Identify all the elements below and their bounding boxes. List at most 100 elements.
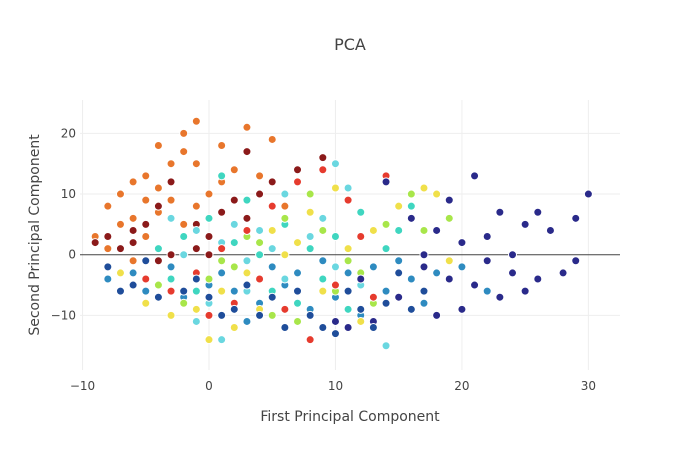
scatter-point: [457, 262, 467, 272]
scatter-point: [470, 280, 480, 290]
scatter-point: [229, 286, 239, 296]
x-axis-title: First Principal Component: [260, 409, 440, 425]
scatter-point: [318, 165, 328, 175]
scatter-point: [267, 244, 277, 254]
scatter-point: [343, 195, 353, 205]
scatter-point: [356, 232, 366, 242]
scatter-point: [381, 286, 391, 296]
scatter-point: [343, 304, 353, 314]
y-axis-ticks: −10 0 10 20: [51, 126, 76, 322]
scatter-point: [153, 201, 163, 211]
scatter-point: [166, 213, 176, 223]
scatter-point: [444, 213, 454, 223]
scatter-point: [229, 195, 239, 205]
scatter-point: [141, 232, 151, 242]
scatter-point: [179, 298, 189, 308]
scatter-point: [432, 189, 442, 199]
scatter-point: [482, 286, 492, 296]
scatter-point: [406, 304, 416, 314]
scatter-point: [217, 256, 227, 266]
scatter-point: [115, 219, 125, 229]
scatter-point: [191, 159, 201, 169]
scatter-point: [166, 310, 176, 320]
scatter-point: [217, 207, 227, 217]
scatter-point: [255, 310, 265, 320]
scatter-point: [495, 207, 505, 217]
scatter-point: [482, 232, 492, 242]
scatter-point: [432, 310, 442, 320]
scatter-point: [242, 280, 252, 290]
scatter-point: [255, 274, 265, 284]
scatter-point: [368, 225, 378, 235]
scatter-point: [204, 274, 214, 284]
scatter-point: [520, 286, 530, 296]
scatter-point: [242, 213, 252, 223]
scatter-point: [533, 274, 543, 284]
scatter-point: [153, 292, 163, 302]
scatter-point: [191, 244, 201, 254]
scatter-point: [571, 256, 581, 266]
scatter-point: [153, 183, 163, 193]
scatter-point: [444, 256, 454, 266]
scatter-point: [255, 225, 265, 235]
scatter-point: [457, 238, 467, 248]
scatter-point: [293, 316, 303, 326]
scatter-point: [381, 341, 391, 351]
scatter-point: [293, 177, 303, 187]
scatter-point: [153, 280, 163, 290]
scatter-point: [280, 323, 290, 333]
scatter-point: [293, 268, 303, 278]
scatter-point: [204, 310, 214, 320]
x-tick-label: 10: [328, 379, 343, 393]
scatter-point: [255, 238, 265, 248]
scatter-point: [191, 304, 201, 314]
scatter-point: [141, 286, 151, 296]
scatter-point: [191, 316, 201, 326]
scatter-point: [217, 286, 227, 296]
scatter-point: [356, 274, 366, 284]
scatter-point: [179, 250, 189, 260]
scatter-point: [217, 310, 227, 320]
data-points: [90, 116, 593, 351]
scatter-point: [153, 256, 163, 266]
scatter-point: [166, 274, 176, 284]
scatter-point: [368, 292, 378, 302]
scatter-point: [166, 195, 176, 205]
scatter-point: [128, 213, 138, 223]
scatter-point: [191, 286, 201, 296]
scatter-point: [318, 153, 328, 163]
scatter-point: [305, 244, 315, 254]
scatter-point: [128, 268, 138, 278]
scatter-point: [419, 298, 429, 308]
scatter-point: [482, 256, 492, 266]
scatter-point: [330, 329, 340, 339]
scatter-point: [381, 244, 391, 254]
scatter-point: [217, 335, 227, 345]
scatter-point: [179, 232, 189, 242]
scatter-point: [381, 298, 391, 308]
scatter-point: [330, 159, 340, 169]
scatter-point: [217, 244, 227, 254]
scatter-point: [103, 244, 113, 254]
scatter-point: [368, 262, 378, 272]
scatter-point: [242, 147, 252, 157]
scatter-point: [115, 244, 125, 254]
scatter-point: [558, 268, 568, 278]
scatter-point: [419, 250, 429, 260]
scatter-point: [191, 201, 201, 211]
scatter-point: [242, 225, 252, 235]
scatter-point: [191, 225, 201, 235]
scatter-point: [406, 274, 416, 284]
scatter-point: [141, 195, 151, 205]
scatter-point: [419, 262, 429, 272]
scatter-point: [204, 292, 214, 302]
scatter-point: [267, 177, 277, 187]
scatter-point: [293, 165, 303, 175]
scatter-point: [179, 219, 189, 229]
scatter-point: [305, 189, 315, 199]
scatter-point: [179, 128, 189, 138]
scatter-point: [419, 183, 429, 193]
scatter-point: [128, 238, 138, 248]
scatter-point: [419, 225, 429, 235]
